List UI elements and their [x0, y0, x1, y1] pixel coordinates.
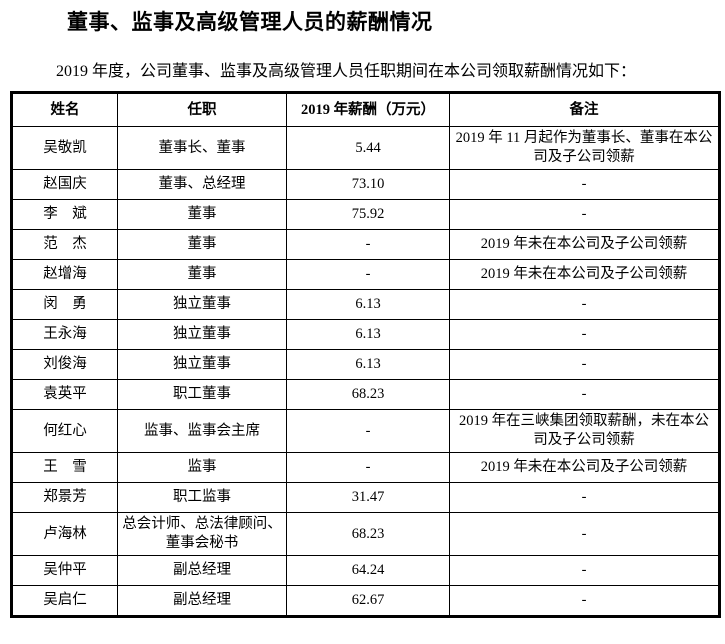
- table-row: 吴敬凯 董事长、董事 5.44 2019 年 11 月起作为董事长、董事在本公司及子公…: [11, 126, 720, 170]
- cell-position: 董事: [117, 199, 287, 230]
- header-name: 姓名: [11, 92, 118, 127]
- cell-salary: 31.47: [286, 482, 450, 513]
- cell-name: 李 斌: [11, 199, 118, 230]
- cell-position: 董事、总经理: [117, 169, 287, 200]
- cell-position: 独立董事: [117, 349, 287, 380]
- cell-position: 独立董事: [117, 319, 287, 350]
- cell-name: 闵 勇: [11, 289, 118, 320]
- cell-note: -: [449, 482, 720, 513]
- cell-name: 袁英平: [11, 379, 118, 410]
- cell-name: 王 雪: [11, 452, 118, 483]
- cell-name: 范 杰: [11, 229, 118, 260]
- cell-name: 吴启仁: [11, 585, 118, 617]
- cell-note: 2019 年未在本公司及子公司领薪: [449, 259, 720, 290]
- cell-position: 监事、监事会主席: [117, 409, 287, 453]
- table-row: 刘俊海 独立董事 6.13-: [11, 349, 720, 380]
- cell-name: 刘俊海: [11, 349, 118, 380]
- cell-note: -: [449, 319, 720, 350]
- table-row: 范 杰董事 -2019 年未在本公司及子公司领薪: [11, 229, 720, 260]
- cell-name: 何红心: [11, 409, 118, 453]
- cell-note: -: [449, 289, 720, 320]
- cell-salary: 75.92: [286, 199, 450, 230]
- cell-note: -: [449, 349, 720, 380]
- cell-note: -: [449, 379, 720, 410]
- cell-salary: 6.13: [286, 289, 450, 320]
- cell-note: -: [449, 555, 720, 586]
- table-row: 赵增海 董事 -2019 年未在本公司及子公司领薪: [11, 259, 720, 290]
- table-row: 王永海 独立董事 6.13-: [11, 319, 720, 350]
- header-position: 任职: [117, 92, 287, 127]
- cell-name: 吴仲平: [11, 555, 118, 586]
- intro-paragraph: 2019 年度，公司董事、监事及高级管理人员任职期间在本公司领取薪酬情况如下：: [56, 63, 637, 80]
- table-row: 郑景芳 职工监事 31.47-: [11, 482, 720, 513]
- cell-salary: -: [286, 409, 450, 453]
- cell-salary: -: [286, 259, 450, 290]
- cell-position: 监事: [117, 452, 287, 483]
- cell-salary: -: [286, 452, 450, 483]
- cell-salary: 62.67: [286, 585, 450, 617]
- cell-name: 赵国庆: [11, 169, 118, 200]
- cell-name: 郑景芳: [11, 482, 118, 513]
- table-row: 卢海林 总会计师、总法律顾问、董事会秘书 68.23-: [11, 512, 720, 556]
- cell-position: 职工监事: [117, 482, 287, 513]
- cell-note: 2019 年未在本公司及子公司领薪: [449, 229, 720, 260]
- cell-note: -: [449, 512, 720, 556]
- cell-position: 职工董事: [117, 379, 287, 410]
- cell-position: 副总经理: [117, 585, 287, 617]
- cell-salary: 6.13: [286, 319, 450, 350]
- cell-salary: 68.23: [286, 379, 450, 410]
- table-row: 李 斌董事 75.92-: [11, 199, 720, 230]
- section-title: 董事、监事及高级管理人员的薪酬情况: [67, 10, 433, 34]
- table-header-row: 姓名 任职 2019 年薪酬（万元） 备注: [11, 92, 720, 127]
- cell-name: 吴敬凯: [11, 126, 118, 170]
- table-row: 吴启仁 副总经理 62.67-: [11, 585, 720, 617]
- table-row: 袁英平 职工董事 68.23-: [11, 379, 720, 410]
- header-note: 备注: [449, 92, 720, 127]
- cell-note: 2019 年 11 月起作为董事长、董事在本公司及子公司领薪: [449, 126, 720, 170]
- cell-salary: 68.23: [286, 512, 450, 556]
- cell-name: 卢海林: [11, 512, 118, 556]
- compensation-table: 姓名 任职 2019 年薪酬（万元） 备注 吴敬凯 董事长、董事 5.44 2019 …: [10, 91, 721, 618]
- table-row: 赵国庆 董事、总经理 73.10-: [11, 169, 720, 200]
- cell-note: 2019 年未在本公司及子公司领薪: [449, 452, 720, 483]
- cell-note: -: [449, 585, 720, 617]
- cell-note: -: [449, 199, 720, 230]
- cell-position: 董事长、董事: [117, 126, 287, 170]
- cell-name: 赵增海: [11, 259, 118, 290]
- table-row: 闵 勇独立董事 6.13-: [11, 289, 720, 320]
- cell-position: 董事: [117, 259, 287, 290]
- table-row: 王 雪监事 -2019 年未在本公司及子公司领薪: [11, 452, 720, 483]
- cell-salary: 64.24: [286, 555, 450, 586]
- cell-position: 独立董事: [117, 289, 287, 320]
- cell-position: 副总经理: [117, 555, 287, 586]
- cell-note: -: [449, 169, 720, 200]
- cell-name: 王永海: [11, 319, 118, 350]
- cell-note: 2019 年在三峡集团领取薪酬，未在本公司及子公司领薪: [449, 409, 720, 453]
- table-row: 何红心 监事、监事会主席 -2019 年在三峡集团领取薪酬，未在本公司及子公司领薪: [11, 409, 720, 453]
- cell-position: 董事: [117, 229, 287, 260]
- cell-salary: 6.13: [286, 349, 450, 380]
- header-salary: 2019 年薪酬（万元）: [286, 92, 450, 127]
- cell-position: 总会计师、总法律顾问、董事会秘书: [117, 512, 287, 556]
- cell-salary: 5.44: [286, 126, 450, 170]
- cell-salary: 73.10: [286, 169, 450, 200]
- table-row: 吴仲平 副总经理 64.24-: [11, 555, 720, 586]
- cell-salary: -: [286, 229, 450, 260]
